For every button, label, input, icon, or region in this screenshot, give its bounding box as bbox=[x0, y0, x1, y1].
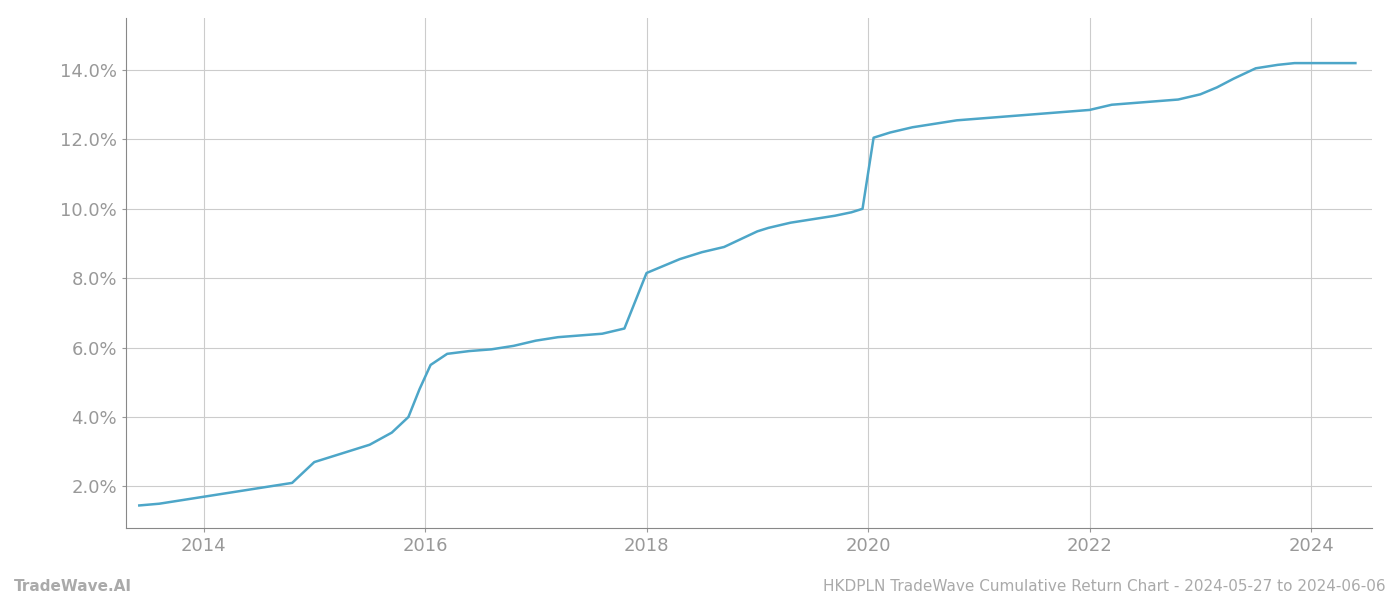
Text: HKDPLN TradeWave Cumulative Return Chart - 2024-05-27 to 2024-06-06: HKDPLN TradeWave Cumulative Return Chart… bbox=[823, 579, 1386, 594]
Text: TradeWave.AI: TradeWave.AI bbox=[14, 579, 132, 594]
